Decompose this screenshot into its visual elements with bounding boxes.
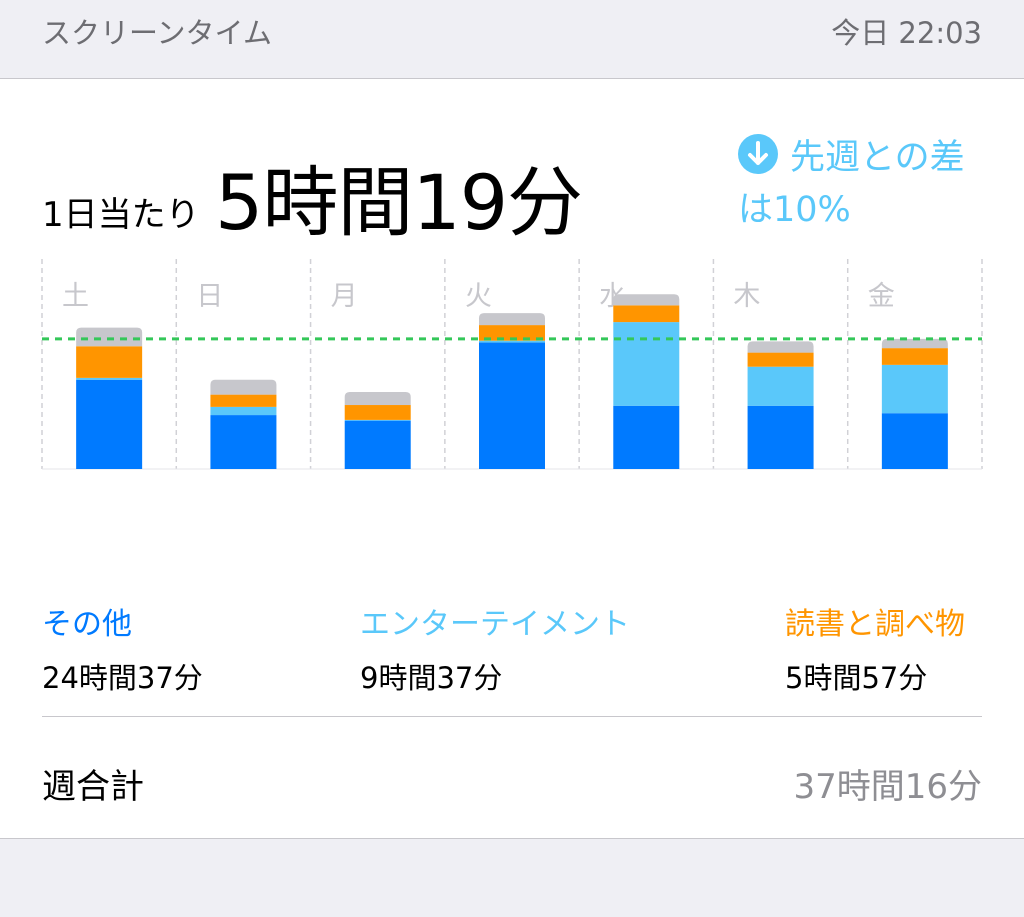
daily-average-label: 1日当たり [42, 195, 200, 235]
bar-segment [210, 394, 277, 407]
day-label: 火 [465, 281, 492, 312]
arrow-down-circle-icon [738, 134, 778, 174]
bar-segment [881, 364, 948, 414]
bar-segment [479, 340, 545, 343]
weekly-difference: 先週との差は10% [738, 132, 988, 236]
bar-segment [76, 377, 143, 380]
bar-segment [881, 338, 948, 349]
bar-segment [747, 405, 814, 469]
bar-segment [479, 342, 545, 469]
legend-other: その他 24時間37分 [42, 599, 203, 697]
screen-title: スクリーンタイム [42, 16, 272, 50]
divider [42, 716, 982, 717]
bar-segment [210, 406, 277, 416]
legend-entertainment-name: エンターテイメント [360, 607, 630, 642]
legend-reading: 読書と調べ物 5時間57分 [785, 599, 965, 697]
legend-reading-name: 読書と調べ物 [785, 607, 965, 642]
bar-segment [747, 366, 814, 406]
legend-other-name: その他 [42, 607, 132, 642]
weekly-total-label: 週合計 [42, 767, 144, 807]
legend-entertainment-value: 9時間37分 [360, 661, 503, 695]
bar-segment [76, 379, 143, 469]
bar-segment [881, 413, 948, 469]
bar-segment [613, 322, 680, 406]
bar-segment [747, 341, 814, 353]
bar-segment [344, 405, 411, 420]
bar-segment [479, 325, 545, 341]
daily-average-value: 5時間19分 [215, 158, 583, 247]
bar-segment [747, 352, 814, 367]
bar-segment [76, 327, 143, 347]
timestamp: 今日 22:03 [831, 16, 982, 50]
legend-entertainment: エンターテイメント 9時間37分 [360, 599, 630, 697]
day-label: 月 [331, 281, 358, 312]
bar-segment [344, 419, 411, 421]
bar-segment [76, 346, 143, 378]
bar-segment [613, 294, 680, 306]
day-label: 日 [196, 281, 223, 312]
bar-segment [344, 420, 411, 469]
legend-other-value: 24時間37分 [42, 661, 203, 695]
bar-segment [210, 415, 277, 469]
weekly-difference-text: 先週との差は10% [738, 138, 965, 230]
bar-segment [613, 305, 680, 323]
bar-segment [613, 405, 680, 469]
bar-segment [210, 379, 277, 395]
bar-segment [479, 313, 545, 326]
bar-segment [344, 392, 411, 406]
weekly-total-value: 37時間16分 [793, 767, 982, 807]
daily-usage-chart: 土日月火水木金 [41, 259, 983, 470]
legend-reading-value: 5時間57分 [785, 661, 928, 695]
day-label: 土 [62, 281, 89, 312]
day-label: 木 [733, 281, 760, 312]
day-label: 金 [868, 281, 895, 312]
header-bar: スクリーンタイム 今日 22:03 [0, 0, 1024, 79]
bar-segment [881, 348, 948, 365]
screen-time-card: 1日当たり 5時間19分 先週との差は10% 土日月火水木金 その他 24時間3… [0, 79, 1024, 839]
